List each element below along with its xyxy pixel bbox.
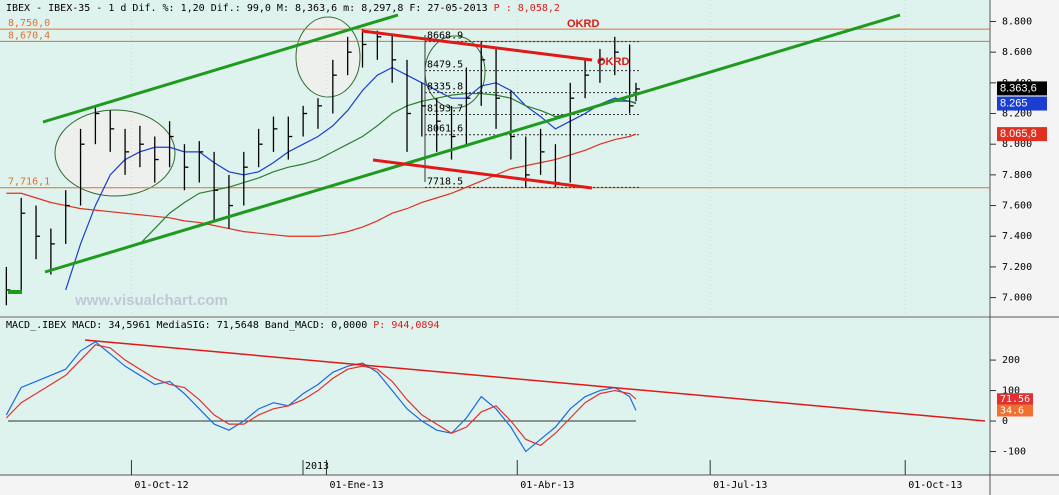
x-tick-label: 01-Jul-13 — [713, 480, 767, 491]
header-text: IBEX - IBEX-35 - 1 d Dif. %: 1,20 Dif.: … — [6, 3, 488, 14]
price-label: 8.065,8 — [1000, 128, 1037, 140]
marker — [8, 290, 22, 294]
series-line — [5, 341, 637, 453]
macd-header: MACD_.IBEX MACD: 34,5961 MediaSIG: 71,56… — [6, 320, 440, 331]
watermark: www.visualchart.com — [74, 292, 228, 309]
y-tick-label: 7.000 — [1002, 293, 1032, 304]
y-tick-label: 7.800 — [1002, 170, 1032, 181]
y-tick-label: 8.200 — [1002, 109, 1032, 120]
y-tick-label: 8.800 — [1002, 16, 1032, 27]
header: IBEX - IBEX-35 - 1 d Dif. %: 1,20 Dif.: … — [6, 3, 560, 14]
annotation-label: 7718.5 — [427, 176, 463, 187]
x-axis-area — [0, 475, 990, 495]
channel-line — [42, 13, 399, 124]
y-tick-label: 8.000 — [1002, 139, 1032, 150]
channel-line — [44, 13, 901, 274]
y-tick-label: 7.200 — [1002, 262, 1032, 273]
level-label: 7,716,1 — [8, 177, 50, 188]
highlight-ellipse — [295, 16, 361, 98]
y-tick-label: 7.600 — [1002, 201, 1032, 212]
year-label: 2013 — [305, 461, 329, 472]
series-line — [6, 133, 637, 237]
annotation-label: 8668.9 — [427, 31, 463, 42]
y-tick-label: 8.600 — [1002, 47, 1032, 58]
trend-line — [372, 158, 593, 190]
macd-panel — [0, 318, 990, 475]
y-tick-label: 100 — [1002, 386, 1020, 397]
signal-label: OKRD — [597, 56, 629, 68]
series-line — [5, 344, 637, 447]
level-label: 8,750,0 — [8, 18, 50, 29]
macd-last: P: 944,0894 — [373, 320, 439, 331]
price-label: 8.265 — [1000, 97, 1028, 109]
y-tick-label: -100 — [1002, 447, 1026, 458]
end-label: 71.56 — [1000, 394, 1030, 405]
price-label: 8.363,6 — [1000, 82, 1037, 94]
x-tick-label: 01-Abr-13 — [520, 480, 574, 491]
price-label-box — [997, 81, 1047, 96]
price-label-box — [997, 127, 1047, 142]
highlight-ellipse — [54, 109, 176, 197]
level-label: 8,670,4 — [8, 30, 50, 41]
price-label-box — [997, 96, 1047, 111]
y-tick-label: 0 — [1002, 416, 1008, 427]
annotation-label: 8061.6 — [427, 124, 463, 135]
end-label-box — [997, 393, 1033, 406]
macd-title: MACD_.IBEX MACD: 34,5961 MediaSIG: 71,56… — [6, 320, 367, 331]
series-line — [65, 66, 637, 291]
end-label: 34.6 — [1000, 405, 1024, 416]
x-tick-label: 01-Oct-12 — [134, 480, 188, 491]
annotation-label: 8479.5 — [427, 60, 463, 71]
trend-line — [84, 339, 986, 422]
end-label-box — [997, 404, 1033, 417]
y-tick-label: 7.400 — [1002, 231, 1032, 242]
header-last: P : 8,058,2 — [494, 3, 560, 14]
y-axis-area — [990, 0, 1059, 495]
x-tick-label: 01-Oct-13 — [908, 480, 962, 491]
annotation-label: 8335.8 — [427, 82, 463, 93]
trend-line — [361, 29, 593, 62]
signal-label: OKRD — [567, 18, 599, 30]
x-tick-label: 01-Ene-13 — [329, 480, 383, 491]
y-tick-label: 200 — [1002, 355, 1020, 366]
annotation-label: 8193.7 — [427, 103, 463, 114]
